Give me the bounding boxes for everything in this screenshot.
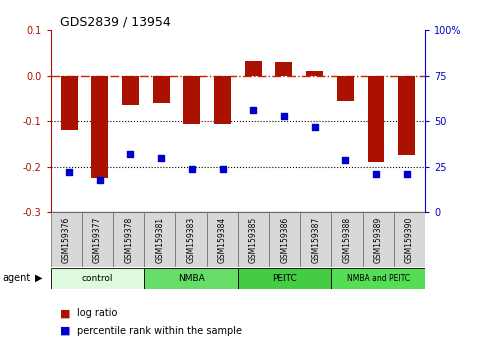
- Text: NMBA and PEITC: NMBA and PEITC: [347, 274, 410, 283]
- Text: agent: agent: [2, 273, 30, 283]
- Bar: [61, 76, 78, 130]
- Point: [280, 113, 288, 119]
- Text: percentile rank within the sample: percentile rank within the sample: [77, 326, 242, 336]
- Bar: [306, 71, 323, 76]
- Text: GSM159376: GSM159376: [62, 217, 71, 263]
- Text: GSM159378: GSM159378: [124, 217, 133, 263]
- Bar: [153, 76, 170, 103]
- Text: GSM159390: GSM159390: [405, 217, 414, 263]
- Bar: [175, 212, 207, 267]
- Text: ▶: ▶: [35, 273, 43, 283]
- Text: GSM159389: GSM159389: [374, 217, 383, 263]
- Point: [188, 166, 196, 171]
- Text: ■: ■: [60, 308, 71, 318]
- Text: GDS2839 / 13954: GDS2839 / 13954: [60, 16, 171, 29]
- Point: [127, 151, 134, 157]
- Text: GSM159381: GSM159381: [156, 217, 164, 263]
- Bar: [51, 212, 82, 267]
- Bar: [122, 76, 139, 105]
- Bar: [394, 212, 425, 267]
- Bar: [398, 76, 415, 155]
- Point: [403, 171, 411, 177]
- Text: GSM159383: GSM159383: [186, 217, 196, 263]
- Text: GSM159377: GSM159377: [93, 217, 102, 263]
- Point: [311, 124, 318, 130]
- Point: [219, 166, 227, 171]
- Text: control: control: [82, 274, 113, 283]
- Point: [341, 157, 349, 162]
- Bar: [331, 268, 425, 289]
- Point: [96, 177, 104, 182]
- Point: [249, 108, 257, 113]
- Bar: [331, 212, 363, 267]
- Bar: [144, 268, 238, 289]
- Bar: [207, 212, 238, 267]
- Text: PEITC: PEITC: [272, 274, 297, 283]
- Bar: [245, 61, 262, 76]
- Bar: [337, 76, 354, 101]
- Bar: [91, 76, 108, 178]
- Text: GSM159387: GSM159387: [312, 217, 320, 263]
- Text: log ratio: log ratio: [77, 308, 118, 318]
- Bar: [300, 212, 331, 267]
- Bar: [269, 212, 300, 267]
- Bar: [113, 212, 144, 267]
- Bar: [275, 62, 292, 76]
- Point: [372, 171, 380, 177]
- Bar: [238, 268, 331, 289]
- Bar: [238, 212, 269, 267]
- Text: GSM159384: GSM159384: [218, 217, 227, 263]
- Point: [65, 170, 73, 175]
- Bar: [82, 212, 113, 267]
- Text: GSM159386: GSM159386: [280, 217, 289, 263]
- Bar: [184, 76, 200, 124]
- Text: NMBA: NMBA: [178, 274, 204, 283]
- Text: GSM159385: GSM159385: [249, 217, 258, 263]
- Bar: [51, 268, 144, 289]
- Bar: [368, 76, 384, 162]
- Point: [157, 155, 165, 161]
- Text: ■: ■: [60, 326, 71, 336]
- Text: GSM159388: GSM159388: [342, 217, 352, 263]
- Bar: [214, 76, 231, 124]
- Bar: [363, 212, 394, 267]
- Bar: [144, 212, 175, 267]
